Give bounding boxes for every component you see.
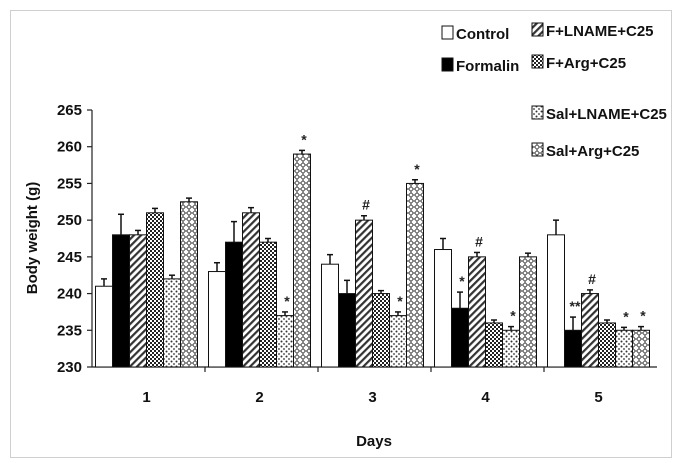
- significance-marker: #: [588, 271, 596, 287]
- legend-swatch: [531, 105, 544, 120]
- bar-control-day-2: [208, 271, 226, 368]
- legend-swatch: [531, 22, 544, 37]
- significance-marker: *: [301, 131, 307, 147]
- legend-swatch: [441, 57, 454, 72]
- x-axis-title: Days: [356, 433, 392, 450]
- bar-control-day-4: [434, 249, 452, 368]
- x-tick-label: 1: [142, 389, 150, 406]
- x-tick-label: 2: [255, 389, 263, 406]
- legend-label: Sal+Arg+C25: [546, 143, 639, 160]
- legend-label: F+LNAME+C25: [546, 23, 654, 40]
- legend-label: Control: [456, 26, 509, 43]
- significance-marker: *: [640, 308, 646, 324]
- bar-sal-arg-c25-day-2: [293, 153, 311, 368]
- y-tick-label: 250: [57, 212, 82, 229]
- bar-formalin-day-3: [338, 293, 356, 368]
- significance-marker: #: [475, 233, 483, 249]
- bar-f-arg-c25-day-3: [372, 293, 390, 368]
- bar-f-arg-c25-day-4: [485, 322, 503, 368]
- x-ticks: 1 2 3 4 5: [142, 367, 603, 406]
- legend-label: F+Arg+C25: [546, 55, 626, 72]
- legend-label: Formalin: [456, 58, 519, 75]
- bar-control-day-5: [547, 234, 565, 368]
- y-axis-title: Body weight (g): [24, 182, 41, 295]
- legend-swatch: [531, 142, 544, 157]
- y-tick-label: 230: [57, 359, 82, 376]
- legend-swatch: [531, 54, 544, 69]
- significance-marker: *: [459, 273, 465, 289]
- significance-marker: **: [570, 298, 581, 314]
- bar-f-lname-c25-day-3: [355, 219, 373, 368]
- bar-sal-lname-c25-day-5: [615, 329, 633, 368]
- y-tick-label: 235: [57, 322, 82, 339]
- x-tick-label: 4: [481, 389, 490, 406]
- bar-sal-lname-c25-day-4: [502, 329, 520, 368]
- annotations: **#***#***#* *: [284, 131, 646, 324]
- x-tick-label: 5: [594, 389, 602, 406]
- legend: Control Formalin F+LNAME+C25 F+Arg+C25 Sal+L…: [441, 22, 667, 160]
- bar-f-arg-c25-day-1: [146, 212, 164, 368]
- legend-item-control: Control: [441, 25, 509, 43]
- bar-formalin-day-2: [225, 241, 243, 368]
- bars: [95, 153, 650, 368]
- bar-sal-lname-c25-day-3: [389, 315, 407, 368]
- y-tick-label: 260: [57, 139, 82, 156]
- significance-marker: *: [397, 293, 403, 309]
- bar-f-lname-c25-day-1: [129, 234, 147, 368]
- bar-f-lname-c25-day-5: [581, 293, 599, 368]
- significance-marker: #: [362, 197, 370, 213]
- error-bars: [101, 149, 644, 331]
- significance-marker: *: [414, 161, 420, 177]
- significance-marker: *: [623, 308, 629, 324]
- y-tick-label: 240: [57, 286, 82, 303]
- legend-item-f-lname-c25: F+LNAME+C25: [531, 22, 654, 40]
- legend-item-f-arg-c25: F+Arg+C25: [531, 54, 626, 72]
- legend-item-sal-arg-c25: Sal+Arg+C25: [531, 142, 639, 160]
- bar-sal-arg-c25-day-4: [519, 256, 537, 368]
- significance-marker: *: [510, 308, 516, 324]
- bar-f-arg-c25-day-2: [259, 241, 277, 368]
- y-tick-label: 265: [57, 102, 82, 119]
- significance-marker: *: [284, 293, 290, 309]
- legend-swatch: [441, 25, 454, 40]
- bar-sal-arg-c25-day-5: [632, 329, 650, 368]
- bar-f-lname-c25-day-4: [468, 256, 486, 368]
- bar-formalin-day-1: [112, 234, 130, 368]
- bar-control-day-1: [95, 285, 113, 368]
- bar-sal-lname-c25-day-1: [163, 278, 181, 368]
- y-tick-label: 245: [57, 249, 82, 266]
- chart-frame: [10, 10, 672, 458]
- legend-item-formalin: Formalin: [441, 57, 519, 75]
- bar-control-day-3: [321, 263, 339, 368]
- bar-f-lname-c25-day-2: [242, 212, 260, 368]
- legend-label: Sal+LNAME+C25: [546, 106, 667, 123]
- bar-sal-arg-c25-day-1: [180, 201, 198, 368]
- x-tick-label: 3: [368, 389, 376, 406]
- y-ticks: 230 235 240 245 250 255 260 265: [57, 102, 92, 376]
- bar-sal-lname-c25-day-2: [276, 315, 294, 368]
- y-tick-label: 255: [57, 175, 82, 192]
- bar-f-arg-c25-day-5: [598, 322, 616, 368]
- bar-formalin-day-4: [451, 307, 469, 368]
- bar-sal-arg-c25-day-3: [406, 182, 424, 368]
- legend-item-sal-lname-c25: Sal+LNAME+C25: [531, 105, 667, 123]
- bar-formalin-day-5: [564, 329, 582, 368]
